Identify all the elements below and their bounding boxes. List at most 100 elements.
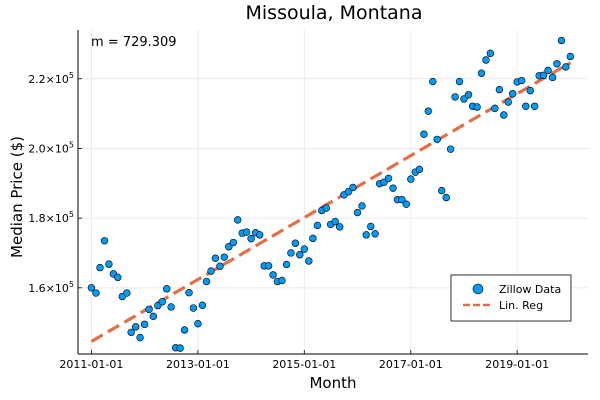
data-point — [278, 276, 286, 285]
data-point — [300, 245, 308, 253]
x-tick-label: 2015-01-01 — [272, 358, 336, 371]
data-point — [486, 49, 495, 58]
data-point — [539, 71, 548, 79]
data-point — [220, 253, 228, 261]
tick-labels: 2011-01-01 2013-01-01 2015-01-01 2017-01-01… — [28, 71, 549, 371]
legend: Zillow Data Lin. Reg — [450, 274, 572, 322]
slope-annotation: m = 729.309 — [91, 35, 177, 50]
data-point — [460, 95, 468, 103]
x-tick-label: 2017-01-01 — [379, 358, 443, 371]
data-point — [553, 60, 561, 68]
data-point — [296, 251, 304, 259]
data-point — [229, 238, 238, 247]
data-point — [424, 107, 432, 115]
data-point — [566, 52, 575, 61]
data-point — [256, 231, 264, 239]
data-point — [149, 312, 158, 321]
data-point — [442, 193, 450, 202]
data-point — [158, 298, 166, 306]
data-point — [216, 262, 224, 270]
data-point — [349, 183, 357, 192]
data-point — [309, 234, 317, 243]
gridlines — [78, 30, 588, 354]
data-point — [287, 249, 295, 257]
data-point — [247, 234, 255, 243]
data-point — [264, 262, 273, 270]
data-point — [105, 260, 113, 268]
data-point — [322, 204, 330, 212]
data-points — [87, 36, 575, 352]
data-point — [92, 289, 100, 297]
y-tick-label: 1.8×105 — [28, 210, 74, 225]
y-axis-title: Median Price ($) — [8, 136, 26, 258]
y-tick-label: 1.6×105 — [28, 280, 74, 295]
data-point — [353, 208, 362, 217]
data-point — [407, 175, 415, 183]
data-point — [176, 344, 184, 352]
data-point — [211, 254, 220, 262]
data-point — [508, 90, 517, 98]
data-point — [189, 304, 198, 312]
data-point — [140, 320, 149, 329]
data-point — [100, 237, 109, 245]
data-point — [446, 145, 455, 153]
data-point — [504, 98, 512, 106]
data-point — [234, 216, 242, 224]
data-point — [207, 267, 215, 275]
data-point — [269, 271, 277, 279]
data-point — [305, 257, 313, 265]
data-point — [477, 69, 486, 77]
data-point — [482, 56, 490, 64]
data-point — [96, 263, 104, 272]
data-point — [87, 284, 96, 292]
data-point — [517, 76, 526, 85]
data-point — [136, 333, 144, 342]
data-point — [522, 102, 530, 110]
data-point — [544, 66, 552, 75]
data-point — [362, 231, 370, 239]
data-point — [495, 85, 504, 94]
data-point — [291, 239, 300, 247]
data-point — [331, 217, 339, 226]
data-point — [389, 184, 397, 192]
legend-label-zillow: Zillow Data — [499, 283, 561, 296]
data-point — [526, 86, 534, 95]
data-point — [225, 242, 233, 251]
data-point — [562, 63, 570, 71]
data-point — [163, 285, 171, 293]
data-point — [398, 195, 406, 204]
data-point — [384, 174, 393, 183]
data-point — [123, 289, 131, 297]
data-point — [114, 273, 122, 282]
data-point — [433, 135, 441, 144]
data-point — [464, 91, 473, 99]
data-point — [451, 93, 459, 101]
data-point — [473, 103, 481, 111]
data-point — [367, 222, 375, 231]
data-point — [145, 305, 153, 314]
legend-scatter-marker — [472, 283, 484, 295]
data-point — [429, 77, 437, 86]
data-point — [180, 326, 189, 334]
x-tick-label: 2013-01-01 — [166, 358, 230, 371]
regression-line-path — [90, 61, 572, 343]
x-axis-title: Month — [309, 374, 356, 392]
data-point — [198, 301, 207, 309]
data-point — [371, 230, 379, 238]
data-point — [242, 228, 251, 236]
chart-title: Missoula, Montana — [246, 2, 423, 24]
data-point — [282, 260, 291, 269]
x-tick-label: 2019-01-01 — [485, 358, 549, 371]
data-point — [358, 202, 366, 210]
data-point — [194, 319, 202, 328]
data-point — [336, 223, 344, 231]
data-point — [185, 288, 193, 297]
data-point — [438, 186, 446, 195]
data-point — [455, 77, 464, 86]
data-point — [491, 104, 499, 113]
y-tick-label: 2.2×105 — [28, 71, 74, 86]
data-point — [415, 165, 424, 174]
data-point — [202, 277, 211, 286]
